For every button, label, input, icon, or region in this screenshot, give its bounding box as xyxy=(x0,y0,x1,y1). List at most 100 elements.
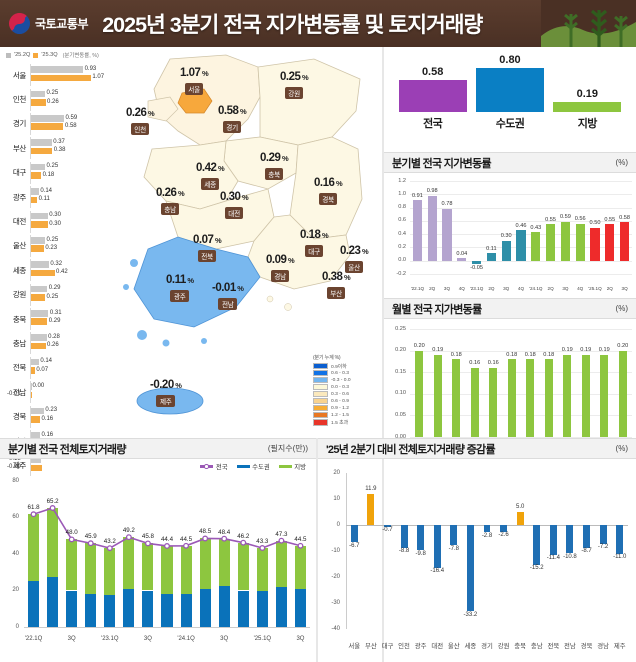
bar xyxy=(618,350,627,437)
line-point-value: 44.5 xyxy=(294,535,307,543)
panel-title-transactions: 분기별 전국 전체토지거래량 xyxy=(8,443,126,456)
legend-note: (분기변동률, %) xyxy=(62,53,99,59)
stacked-bar-capital xyxy=(47,576,59,627)
x-axis-tick: 대전 xyxy=(431,643,444,650)
bar-value: -9.8 xyxy=(415,550,426,557)
stacked-bar-capital xyxy=(66,590,78,627)
y-axis-tick: 0.4 xyxy=(398,230,406,237)
bar-value: 0.18 xyxy=(450,351,462,358)
page-header: 국토교통부 2025년 3분기 전국 지가변동률 및 토지거래량 xyxy=(0,0,636,47)
x-axis-tick: 서울 xyxy=(348,643,361,650)
region-rate-bar xyxy=(31,90,45,98)
baseline xyxy=(24,627,310,628)
bar xyxy=(516,230,526,261)
region-rate-row: 울산 0.25 0.23 xyxy=(4,234,110,258)
stacked-bar-capital xyxy=(161,594,173,627)
bar xyxy=(563,354,572,437)
region-rate-bar xyxy=(31,334,47,342)
region-rate-bars: 0.25 0.26 xyxy=(30,88,110,111)
region-rate-row: 인천 0.25 0.26 xyxy=(4,87,110,111)
region-rate-bars: 0.59 0.58 xyxy=(30,112,110,135)
x-axis-tick: 세종 xyxy=(464,643,477,650)
x-axis-tick: 인천 xyxy=(398,643,410,650)
summary-value: 0.58 xyxy=(421,66,444,79)
region-rate-bar xyxy=(31,236,45,244)
stacked-bar-local xyxy=(256,547,268,592)
region-rate-value: 0.14 xyxy=(40,358,53,365)
bar-value: 0.30 xyxy=(500,233,512,240)
x-axis-tick: 3Q xyxy=(143,636,152,642)
bar xyxy=(483,525,491,533)
legend-item-전국: 전국 xyxy=(200,462,228,471)
bar-value: 0.19 xyxy=(580,347,592,354)
bar xyxy=(412,200,422,261)
map-legend-swatch xyxy=(313,398,328,405)
regional-rate-list: '25.2Q '25.3Q (분기변동률, %) 서울 0.93 1.07 인천 0.2… xyxy=(0,47,112,482)
map-legend-item: 0.0 - 0.3 xyxy=(313,384,379,391)
map-legend-title: (분기 누계 %) xyxy=(313,355,341,361)
region-rate-value: 0.14 xyxy=(40,187,53,194)
gridline xyxy=(410,393,632,395)
bar xyxy=(605,224,615,261)
region-rate-value: 0.59 xyxy=(65,114,78,121)
bar xyxy=(500,525,508,532)
region-rate-value: 0.25 xyxy=(46,90,59,97)
bar xyxy=(599,525,607,544)
region-rate-bars: 0.25 0.23 xyxy=(30,234,110,257)
bar xyxy=(470,367,479,437)
map-legend-swatch xyxy=(313,412,328,419)
region-rate-value: 0.18 xyxy=(42,171,55,178)
region-rate-value: 0.30 xyxy=(49,220,61,227)
region-rate-bar xyxy=(31,294,45,301)
region-rate-value: 0.28 xyxy=(48,334,60,341)
region-rate-bars: 0.37 0.38 xyxy=(30,137,110,160)
stacked-bar-capital xyxy=(294,588,306,627)
x-axis-tick: 4Q xyxy=(577,286,584,291)
y-axis-tick: 0.8 xyxy=(398,204,406,211)
region-rate-bar xyxy=(31,220,48,228)
bar-value: -0.7 xyxy=(382,527,393,534)
bar xyxy=(383,525,391,527)
region-rate-label: 전남 xyxy=(12,387,27,397)
summary-bars: 0.58 전국 0.80 수도권 0.19 지방 xyxy=(384,47,636,152)
region-rate-value: 0.23 xyxy=(45,407,58,414)
bar xyxy=(590,227,600,261)
bar xyxy=(620,222,630,261)
stacked-bar-capital xyxy=(28,581,40,627)
region-rate-row: 경기 0.59 0.58 xyxy=(4,112,110,136)
gridline xyxy=(410,274,632,275)
panel-head-transactions: 분기별 전국 전체토지거래량 (필지수(만)) xyxy=(0,438,316,459)
summary-item-전국: 0.58 전국 xyxy=(398,66,467,131)
region-rate-bar xyxy=(31,139,52,146)
panel-head-regional-change: '25년 2분기 대비 전체토지거래량 증감률 (%) xyxy=(318,438,636,459)
bar-value: 0.50 xyxy=(589,220,601,226)
stacked-bar-local xyxy=(104,548,116,596)
line-point-value: 48.0 xyxy=(65,529,78,537)
gridline xyxy=(410,260,632,262)
x-axis-tick: '25.1Q xyxy=(588,286,602,291)
region-rate-value: 0.23 xyxy=(45,244,58,251)
line-point-value: 65.2 xyxy=(46,498,59,505)
region-rate-bar xyxy=(31,172,42,179)
region-rate-row: 서울 0.93 1.07 xyxy=(4,63,110,87)
ministry-name: 국토교통부 xyxy=(35,17,89,31)
line-point-value: 44.4 xyxy=(160,535,174,543)
region-rate-bar xyxy=(31,163,45,171)
stacked-bar-capital xyxy=(85,594,97,627)
region-rate-bars: 0.30 0.30 xyxy=(30,210,110,233)
bar-value: -8.7 xyxy=(581,548,592,555)
korea-map: 1.07 % 서울 0.26 % 인천 0.58 % 경기 0.25 % 강원 0.29 % 충북… xyxy=(108,49,382,485)
map-legend-item: 1.2 - 1.5 xyxy=(313,412,379,419)
bar-value: -8.8 xyxy=(398,548,410,555)
line-point-value: 48.4 xyxy=(218,528,231,536)
legend-item-수도권: 수도권 xyxy=(236,462,270,471)
map-legend-label: 1.2 - 1.5 xyxy=(331,412,349,418)
bar xyxy=(531,232,541,261)
stacked-bar-local xyxy=(180,545,192,595)
chart-quarterly-land-price: 1.2 1.0 0.8 0.6 0.4 0.2 0.0 -0.2 0.91 '22.1Q 0.98 2… xyxy=(384,173,636,298)
stacked-bar-local xyxy=(66,539,78,591)
y-axis-tick: -10 xyxy=(331,547,340,554)
bar xyxy=(433,525,441,568)
region-rate-value: 0.25 xyxy=(46,163,59,170)
bar-value: -15.2 xyxy=(529,565,544,572)
